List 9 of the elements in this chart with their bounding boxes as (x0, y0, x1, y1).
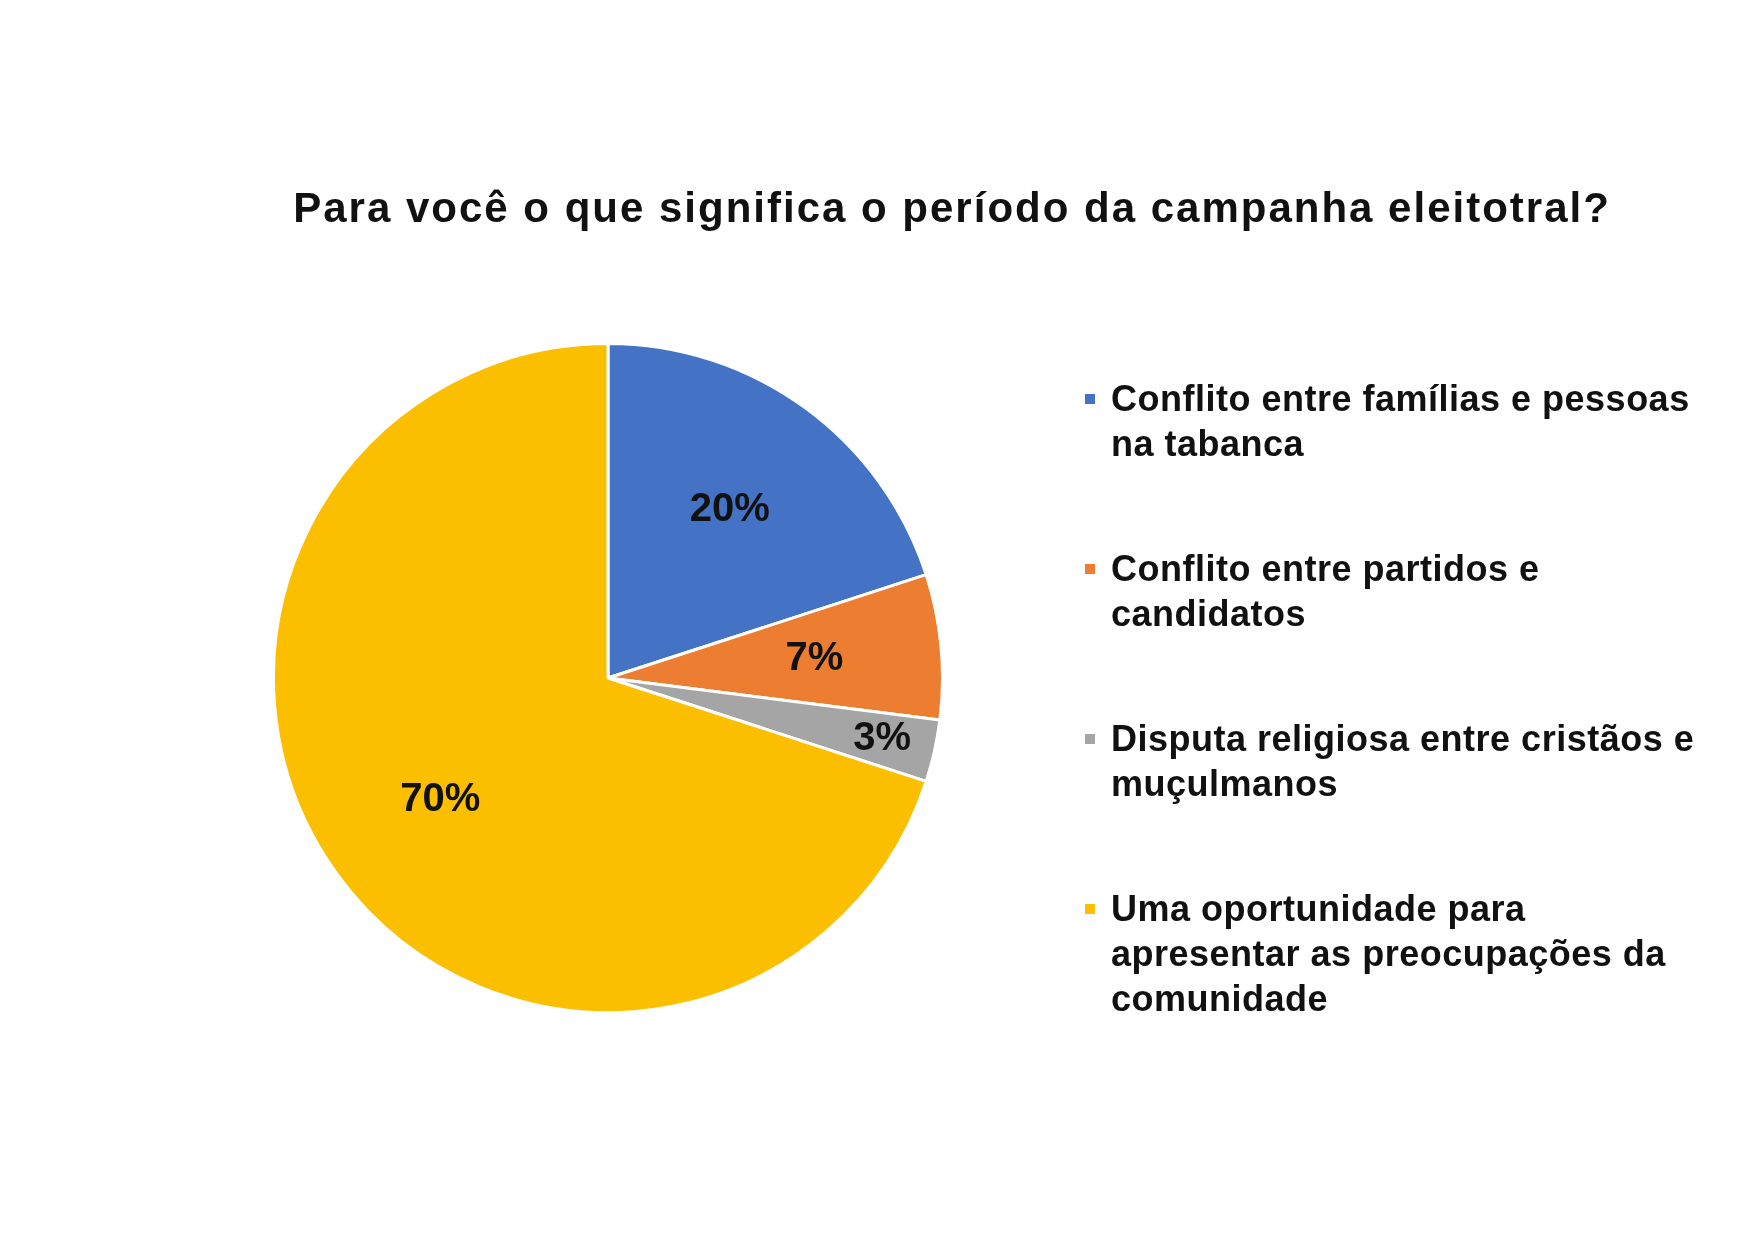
data-label: 3% (853, 714, 912, 759)
legend-label: Disputa religiosa entre cristãos e muçulmanos (1111, 717, 1696, 806)
legend-label: Uma oportunidade para apresentar as preocupações da comunidade (1111, 887, 1667, 1021)
legend-label: Conflito entre partidos e candidatos (1111, 547, 1541, 636)
data-label: 70% (400, 774, 481, 819)
chart-title: Para você o que significa o período da campanha eleitotral? (292, 184, 1612, 232)
legend-label: Conflito entre famílias e pessoas na tabanca (1111, 377, 1691, 466)
data-label: 7% (785, 633, 844, 678)
data-label: 20% (689, 485, 770, 530)
